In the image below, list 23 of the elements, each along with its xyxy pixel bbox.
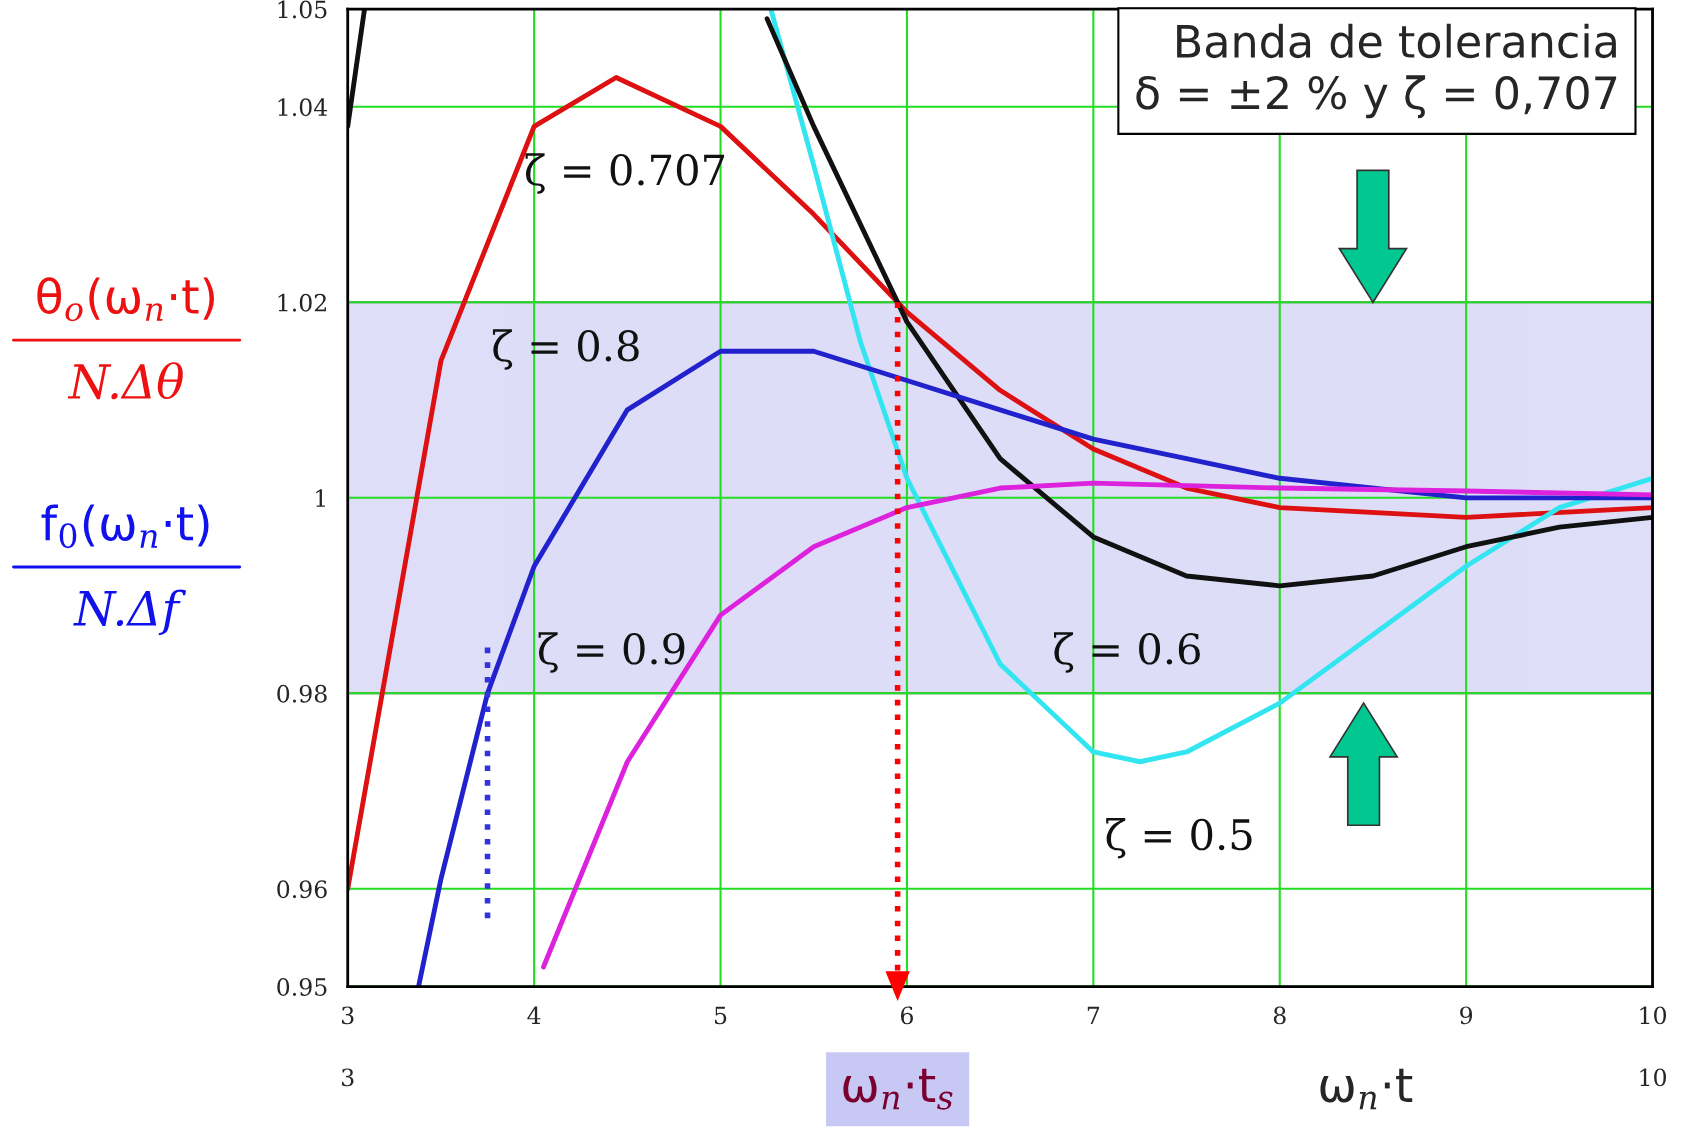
annotation: ζ = 0.5: [1106, 818, 1252, 859]
annotation: ζ = 0.9: [538, 632, 685, 673]
text: θ$_{o}$(ω$_{n}$·t) N.Δθ f$_{0}$(ω$_{n}$·t) N.Δf: [37, 277, 214, 636]
x-tick-label: 9: [1460, 1006, 1473, 1025]
x-tick-label: 10: [1640, 1006, 1667, 1025]
x-tick-label: 7: [1087, 1006, 1100, 1024]
y-tick-label: 0.98: [277, 684, 327, 703]
y-tick-label: 1.04: [278, 98, 328, 117]
x-tick-label: 8: [1273, 1006, 1286, 1025]
x-tick-label: 5: [715, 1006, 727, 1025]
y-tick-label: 0.96: [277, 880, 327, 899]
y-tick-label: 1: [316, 489, 325, 507]
band-label: Banda de tolerancia δ = ±2 % y ζ = 0,707: [1136, 23, 1617, 119]
ref-line-label: ω$_{n}$·t$_{s}$: [843, 1068, 953, 1110]
y-tick-label: 0.95: [277, 978, 327, 996]
text: 3: [342, 1068, 354, 1087]
x-tick-label: 6: [901, 1006, 913, 1025]
x-tick-label: 3: [342, 1006, 354, 1025]
text: 10: [1640, 1068, 1667, 1087]
x-axis-title: ω$_{n}$·t: [1320, 1068, 1413, 1110]
y-tick-label: 1.02: [278, 293, 326, 312]
y-tick-label: 1.05: [278, 0, 327, 19]
x-tick-label: 4: [527, 1006, 541, 1024]
